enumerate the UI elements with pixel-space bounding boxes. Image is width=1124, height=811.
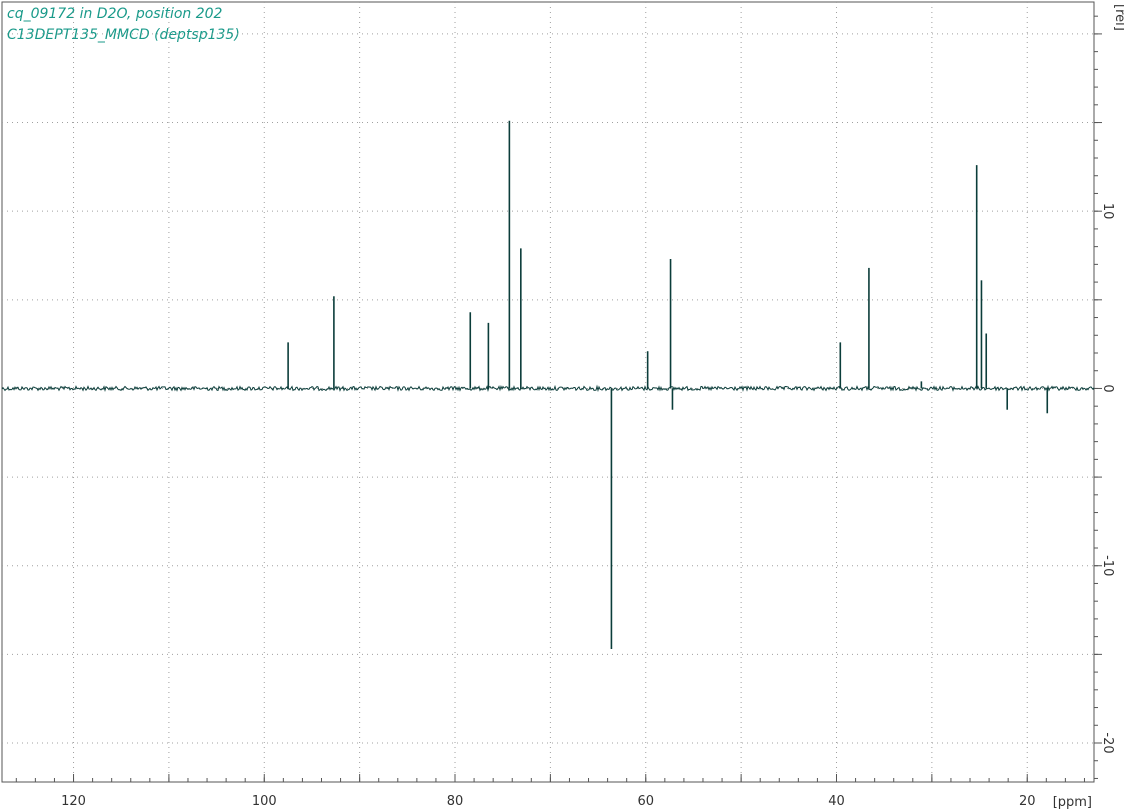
plot-frame: [1, 1, 1095, 783]
spectrum-baseline: [1, 384, 1095, 393]
x-tick-label: 120: [61, 794, 86, 809]
grid-lines: [2, 2, 1094, 782]
x-tick-label: 80: [447, 794, 464, 809]
spectrum-trace: [1, 120, 1095, 650]
x-tick-label: 20: [1019, 794, 1036, 809]
y-tick-label: -10: [1100, 555, 1115, 576]
spectrum-title-experiment: C13DEPT135_MMCD (deptsp135): [7, 27, 240, 43]
x-tick-label: 60: [637, 794, 654, 809]
y-tick-label: -20: [1100, 732, 1115, 753]
y-tick-label: 0: [1100, 384, 1115, 392]
x-tick-label: 40: [828, 794, 845, 809]
y-tick-label: 10: [1100, 203, 1115, 220]
x-tick-label: 100: [252, 794, 277, 809]
x-axis-label: [ppm]: [1053, 795, 1092, 810]
y-axis-label: [rel]: [1112, 4, 1124, 31]
